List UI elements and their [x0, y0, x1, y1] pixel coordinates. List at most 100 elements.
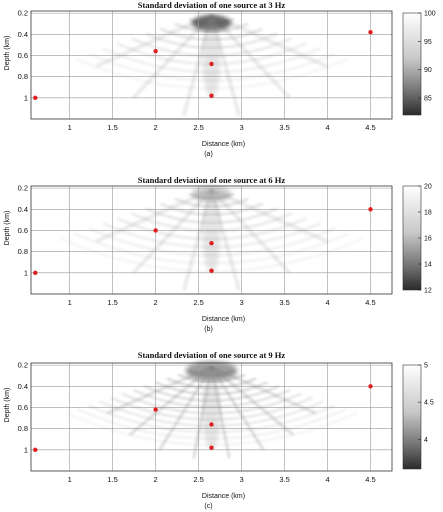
source-receiver-marker	[153, 407, 158, 412]
y-tick-label: 1	[24, 93, 28, 102]
plot-frame	[30, 10, 393, 120]
x-tick-label: 1.5	[107, 123, 117, 132]
y-tick-label: 0.8	[18, 424, 28, 433]
fan-streak	[210, 366, 265, 451]
colorbar-tick-label: 12	[424, 288, 432, 295]
chart-title: Standard deviation of one source at 6 Hz	[138, 175, 286, 185]
x-tick-label: 4.5	[365, 475, 375, 484]
colorbar-scale	[402, 364, 422, 470]
colorbar-scale	[402, 12, 422, 116]
panel-caption: (a)	[204, 151, 213, 158]
y-axis-label: Depth (km)	[4, 36, 11, 71]
colorbar-tick-label: 20	[424, 184, 432, 191]
y-tick-label: 0.6	[18, 226, 28, 235]
chart-panel-2: Standard deviation of one source at 6 Hz…	[4, 175, 432, 333]
y-tick-label: 0.2	[18, 361, 28, 370]
colorbar-tick-label: 5	[424, 363, 428, 370]
field-shading	[73, 13, 350, 116]
y-tick-label: 0.4	[18, 205, 28, 214]
chart-title: Standard deviation of one source at 3 Hz	[138, 0, 286, 10]
central-column	[202, 368, 221, 451]
colorbar-tick-label: 90	[424, 67, 432, 74]
fan-streak	[210, 188, 292, 275]
central-column	[202, 191, 221, 274]
x-tick-label: 3	[239, 298, 243, 307]
y-tick-label: 0.2	[18, 184, 28, 193]
y-tick-label: 0.8	[18, 247, 28, 256]
y-tick-label: 1	[24, 268, 28, 277]
source-receiver-marker	[368, 29, 373, 35]
x-tick-label: 2.5	[193, 475, 203, 484]
source-receiver-marker	[153, 228, 158, 233]
x-axis-label: Distance (km)	[202, 316, 245, 323]
y-tick-label: 0.8	[18, 72, 28, 81]
x-tick-label: 4	[325, 123, 329, 132]
plot-frame	[30, 362, 393, 472]
x-tick-label: 1	[68, 298, 72, 307]
colorbar: 20 18 16 14 12	[402, 184, 432, 295]
source-receiver-marker	[209, 240, 214, 246]
x-tick-label: 3	[239, 475, 243, 484]
source-receiver-marker	[209, 93, 214, 98]
x-tick-label: 1	[68, 123, 72, 132]
y-tick-label: 0.6	[18, 403, 28, 412]
x-tick-label: 3.5	[279, 123, 289, 132]
x-tick-label: 2	[154, 298, 158, 307]
colorbar-tick-label: 95	[424, 39, 432, 46]
y-axis-label: Depth (km)	[4, 211, 11, 246]
fan-streak	[95, 188, 213, 244]
colorbar-tick-label: 4	[424, 437, 428, 444]
y-tick-label: 0.4	[18, 30, 28, 39]
fan-streak	[210, 188, 328, 244]
source-receiver-marker	[209, 422, 214, 427]
source-receiver-marker	[33, 95, 38, 101]
x-tick-label: 4.5	[365, 123, 375, 132]
y-tick-label: 0.4	[18, 382, 28, 391]
grid	[31, 11, 392, 119]
x-tick-label: 4	[325, 298, 329, 307]
source-receiver-marker	[209, 445, 214, 450]
x-tick-label: 1.5	[107, 298, 117, 307]
source-receiver-marker	[368, 384, 373, 389]
fan-streak	[158, 366, 213, 451]
central-column	[202, 16, 221, 99]
colorbar-tick-label: 100	[424, 11, 436, 18]
source-receiver-marker	[33, 270, 38, 276]
source-receiver-marker	[209, 61, 214, 67]
source-receiver-marker	[33, 447, 38, 453]
x-axis-label: Distance (km)	[202, 141, 245, 148]
x-tick-label: 3.5	[279, 475, 289, 484]
panel-caption: (c)	[204, 503, 212, 510]
x-tick-label: 3.5	[279, 298, 289, 307]
x-tick-label: 1	[68, 475, 72, 484]
colorbar-tick-label: 16	[424, 236, 432, 243]
y-tick-label: 0.6	[18, 51, 28, 60]
x-tick-label: 2.5	[193, 123, 203, 132]
y-axis-label: Depth (km)	[4, 388, 11, 423]
chart-panel-1: Standard deviation of one source at 3 Hz…	[4, 0, 436, 158]
source-receiver-marker	[368, 207, 373, 212]
colorbar: 54.54	[402, 363, 434, 470]
x-tick-label: 3	[239, 123, 243, 132]
source-receiver-marker	[153, 49, 158, 54]
colorbar-tick-label: 4.5	[424, 400, 434, 407]
chart-panel-3: Standard deviation of one source at 9 Hz…	[4, 350, 434, 510]
panel-caption: (b)	[204, 326, 213, 333]
x-tick-label: 4	[325, 475, 329, 484]
y-tick-label: 0.2	[18, 9, 28, 18]
x-axis-label: Distance (km)	[202, 493, 245, 500]
x-tick-label: 2	[154, 475, 158, 484]
plot-frame	[30, 185, 393, 295]
x-tick-label: 2	[154, 123, 158, 132]
x-tick-label: 2.5	[193, 298, 203, 307]
colorbar-tick-label: 18	[424, 210, 432, 217]
colorbar-tick-label: 14	[424, 262, 432, 269]
colorbar-tick-label: 85	[424, 96, 432, 103]
chart-title: Standard deviation of one source at 9 Hz	[138, 350, 286, 360]
colorbar: 100 95 90 85	[402, 11, 436, 116]
source-receiver-marker	[209, 268, 214, 273]
x-tick-label: 4.5	[365, 298, 375, 307]
x-tick-label: 1.5	[107, 475, 117, 484]
y-tick-label: 1	[24, 445, 28, 454]
